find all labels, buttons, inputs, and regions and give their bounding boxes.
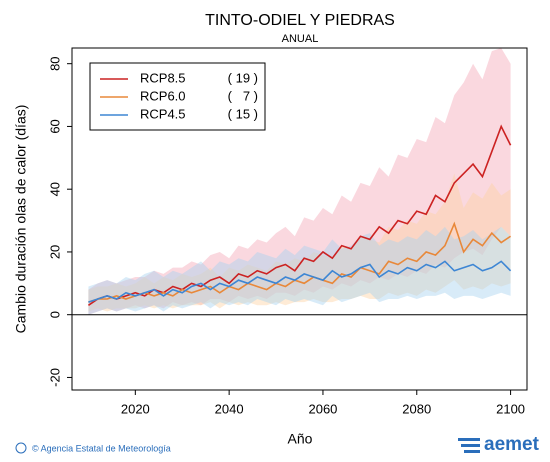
footer-right: aemet (484, 434, 540, 455)
plot-frame (71, 47, 528, 391)
x-tick-label: 2020 (121, 401, 150, 416)
legend-count: ( 19 ) (228, 70, 258, 85)
x-tick-label: 2100 (496, 401, 525, 416)
y-tick-label: 20 (47, 245, 62, 259)
uncertainty-band (88, 173, 511, 312)
y-tick-label: -20 (47, 368, 62, 387)
x-tick-label: 2080 (402, 401, 431, 416)
chart-subtitle: ANUAL (282, 33, 319, 45)
y-tick-label: 40 (47, 182, 62, 196)
uncertainty-band (88, 48, 511, 315)
legend-count: ( 15 ) (228, 106, 258, 121)
series-line (88, 221, 512, 303)
x-tick-label: 2040 (215, 401, 244, 416)
x-axis-label: Año (288, 431, 313, 447)
x-tick-label: 2060 (308, 401, 337, 416)
legend-label: RCP6.0 (140, 88, 186, 103)
series-line (88, 260, 512, 303)
legend-box (89, 62, 266, 131)
logo-stripe (461, 444, 480, 447)
chart-title: TINTO-ODIEL Y PIEDRAS (205, 12, 395, 29)
y-tick-label: 80 (47, 56, 62, 70)
footer-left: © Agencia Estatal de Meteorología (32, 443, 171, 453)
y-tick-label: 60 (47, 119, 62, 133)
y-tick-label: 0 (47, 311, 62, 318)
y-axis-label: Cambio duración olas de calor (días) (13, 105, 29, 334)
footer-icon (15, 442, 27, 454)
series-line (87, 124, 512, 306)
plot-area (72, 48, 527, 316)
legend-count: ( 7 ) (228, 88, 258, 103)
legend-label: RCP8.5 (140, 70, 186, 85)
logo-stripe (464, 450, 480, 453)
logo (458, 438, 480, 453)
legend-label: RCP4.5 (140, 106, 186, 121)
logo-stripe (458, 438, 480, 441)
